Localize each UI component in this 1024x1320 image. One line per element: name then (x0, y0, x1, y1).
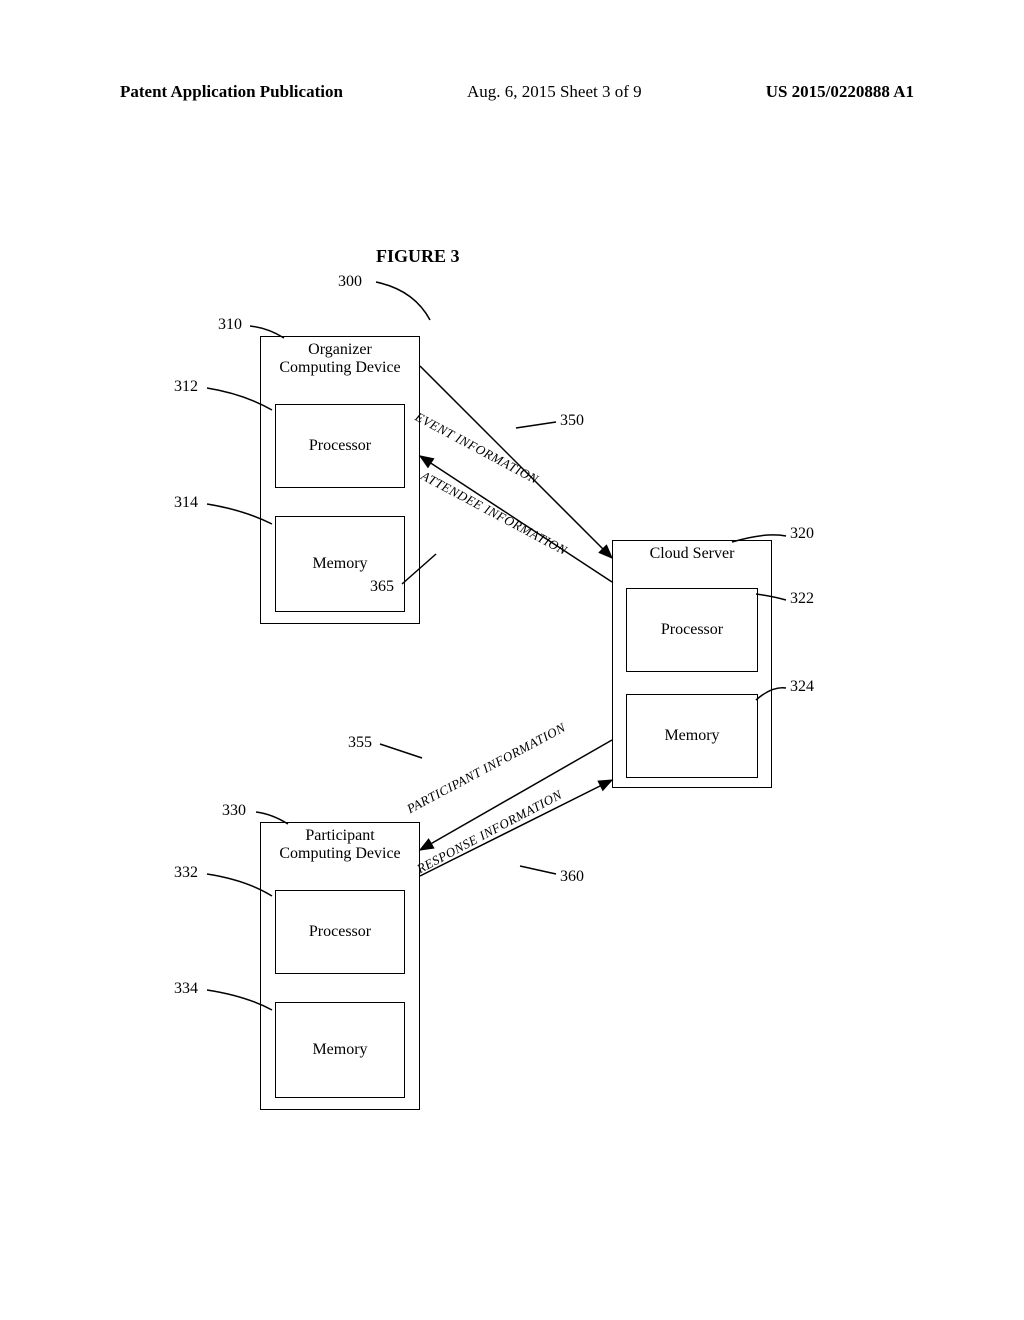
header-left: Patent Application Publication (120, 82, 343, 102)
ref-350: 350 (560, 412, 584, 430)
ref-300: 300 (338, 273, 362, 291)
cloud-memory-label: Memory (664, 727, 719, 745)
ref-322: 322 (790, 590, 814, 608)
organizer-memory-box: Memory (275, 516, 405, 612)
diagram-lines (0, 0, 1024, 1320)
flow-attendee-label: ATTENDEE INFORMATION (418, 468, 570, 559)
cloud-label: Cloud Server (613, 545, 771, 563)
figure-title: FIGURE 3 (376, 246, 460, 267)
cloud-processor-box: Processor (626, 588, 758, 672)
ref-365: 365 (370, 578, 394, 596)
ref-310: 310 (218, 316, 242, 334)
participant-processor-box: Processor (275, 890, 405, 974)
organizer-processor-box: Processor (275, 404, 405, 488)
cloud-processor-label: Processor (661, 621, 723, 639)
header-right: US 2015/0220888 A1 (766, 82, 914, 102)
organizer-processor-label: Processor (309, 437, 371, 455)
organizer-label: Organizer Computing Device (261, 341, 419, 378)
ref-332: 332 (174, 864, 198, 882)
participant-memory-label: Memory (312, 1041, 367, 1059)
header-center: Aug. 6, 2015 Sheet 3 of 9 (467, 82, 642, 102)
ref-320: 320 (790, 525, 814, 543)
ref-312: 312 (174, 378, 198, 396)
cloud-memory-box: Memory (626, 694, 758, 778)
ref-334: 334 (174, 980, 198, 998)
ref-324: 324 (790, 678, 814, 696)
ref-355: 355 (348, 734, 372, 752)
ref-360: 360 (560, 868, 584, 886)
participant-label: Participant Computing Device (261, 827, 419, 864)
ref-330: 330 (222, 802, 246, 820)
participant-memory-box: Memory (275, 1002, 405, 1098)
page-header: Patent Application Publication Aug. 6, 2… (0, 82, 1024, 102)
participant-processor-label: Processor (309, 923, 371, 941)
ref-314: 314 (174, 494, 198, 512)
organizer-memory-label: Memory (312, 555, 367, 573)
